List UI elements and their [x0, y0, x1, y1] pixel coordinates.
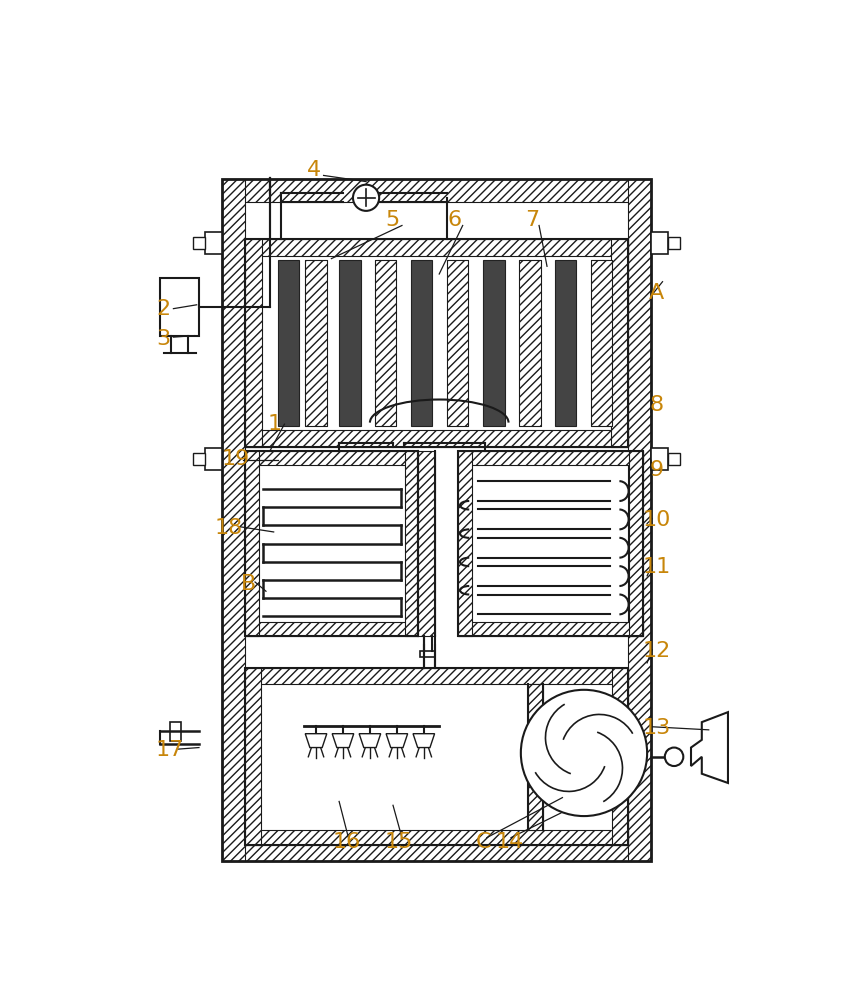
Bar [544, 730, 562, 784]
Bar [222, 179, 651, 861]
Text: C: C [476, 832, 491, 852]
Text: 1: 1 [268, 414, 282, 434]
Bar [245, 451, 259, 636]
Bar [527, 684, 544, 830]
Bar [459, 622, 644, 636]
Text: 9: 9 [650, 460, 664, 480]
Bar [420, 651, 435, 657]
Text: 15: 15 [384, 832, 413, 852]
Bar [375, 260, 396, 426]
Text: 17: 17 [156, 740, 184, 760]
Bar [418, 451, 435, 636]
Bar [612, 668, 628, 845]
Circle shape [665, 748, 683, 766]
Text: A: A [649, 283, 664, 303]
Bar [245, 668, 628, 684]
Bar [222, 179, 245, 861]
Bar [459, 451, 644, 636]
Bar [245, 668, 628, 845]
Polygon shape [413, 734, 434, 748]
Bar [668, 453, 680, 465]
Bar [192, 453, 205, 465]
Text: 11: 11 [643, 557, 671, 577]
Bar [591, 260, 612, 426]
Bar [245, 451, 418, 465]
Text: 18: 18 [215, 518, 243, 538]
Bar [555, 260, 577, 426]
Text: 13: 13 [643, 718, 671, 738]
Polygon shape [691, 712, 728, 783]
Text: 12: 12 [643, 641, 671, 661]
Polygon shape [386, 734, 408, 748]
Bar [562, 741, 577, 772]
Bar [483, 260, 505, 426]
Bar [668, 237, 680, 249]
Bar [192, 237, 205, 249]
Bar [339, 260, 360, 426]
Bar [591, 260, 612, 426]
Text: 8: 8 [650, 395, 664, 415]
Bar [519, 260, 541, 426]
Text: 14: 14 [495, 832, 524, 852]
Bar [222, 179, 651, 202]
Bar [404, 451, 418, 636]
Text: 5: 5 [385, 210, 399, 230]
Bar [222, 838, 651, 861]
Bar [305, 260, 326, 426]
Polygon shape [360, 734, 381, 748]
Bar [205, 232, 222, 254]
Bar [245, 239, 262, 447]
Bar [447, 260, 468, 426]
Bar [519, 260, 541, 426]
Bar [628, 179, 651, 861]
Bar [447, 260, 468, 426]
Bar [160, 278, 199, 336]
Bar [611, 239, 628, 447]
Bar [629, 451, 644, 636]
Bar [170, 722, 181, 741]
Circle shape [521, 690, 647, 816]
Polygon shape [305, 734, 326, 748]
Text: 19: 19 [221, 449, 249, 469]
Bar [245, 430, 628, 447]
Bar [305, 260, 326, 426]
Bar [245, 451, 418, 636]
Bar [651, 232, 668, 254]
Text: 4: 4 [307, 160, 321, 180]
Bar [245, 622, 418, 636]
Bar [245, 239, 628, 256]
Text: 7: 7 [526, 210, 539, 230]
Bar [245, 668, 260, 845]
Bar [205, 448, 222, 470]
Bar [459, 451, 472, 636]
Bar [245, 239, 628, 447]
Bar [375, 260, 396, 426]
Polygon shape [332, 734, 354, 748]
Bar [245, 830, 628, 845]
Text: 6: 6 [447, 210, 461, 230]
Text: 16: 16 [332, 832, 360, 852]
Circle shape [353, 185, 379, 211]
Text: 3: 3 [157, 329, 170, 349]
Text: 2: 2 [157, 299, 170, 319]
Bar [459, 451, 644, 465]
Text: 10: 10 [643, 510, 671, 530]
Bar [410, 260, 432, 426]
Bar [651, 448, 668, 470]
Text: B: B [241, 574, 256, 594]
Bar [277, 260, 299, 426]
